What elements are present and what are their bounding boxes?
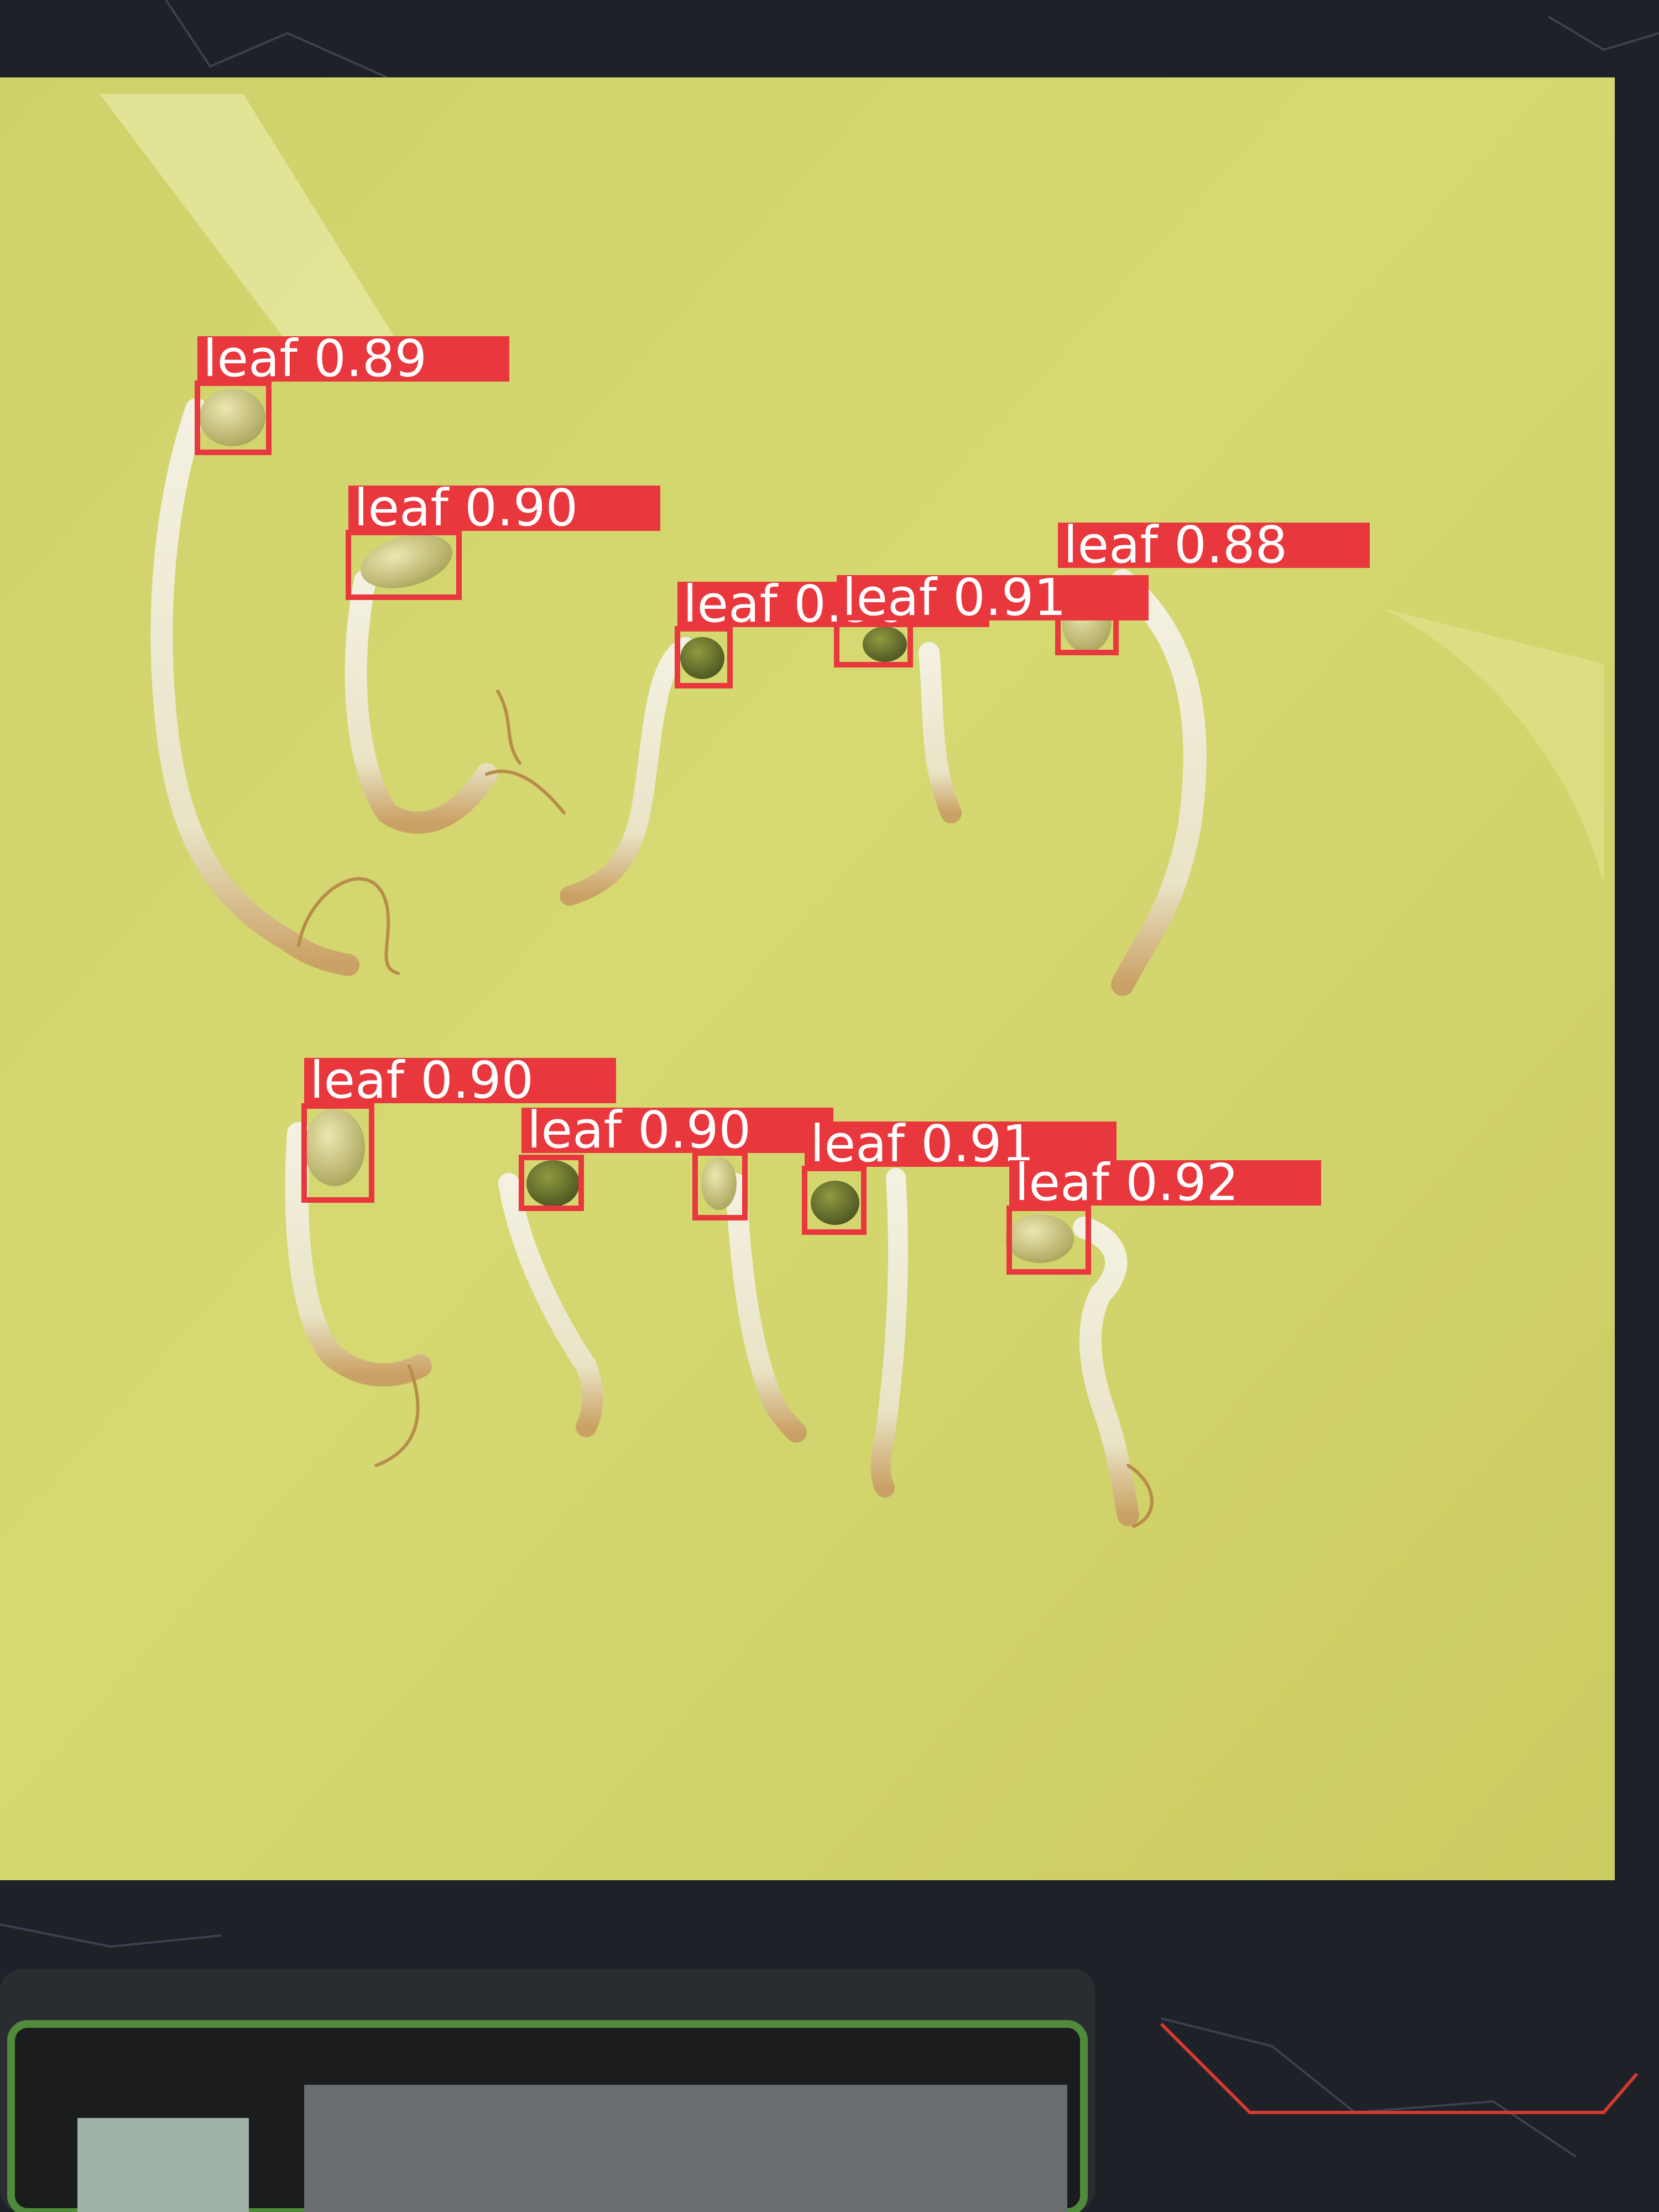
detection-confidence: 0.90	[465, 478, 578, 538]
glare-streak	[100, 94, 398, 343]
detection-box	[692, 1150, 748, 1220]
board-highlight	[1383, 608, 1604, 885]
detection-label: leaf 0.90	[304, 1055, 616, 1106]
detection-label: leaf 0.89	[197, 333, 509, 384]
detection-label: leaf 0.90	[348, 483, 660, 534]
detection-class: leaf	[810, 1114, 905, 1173]
sprout-stem	[560, 637, 696, 906]
sprout-stem	[1073, 1217, 1139, 1526]
seed	[863, 627, 907, 662]
detection-class: leaf	[683, 575, 778, 634]
detection-label: leaf 0.90	[521, 1105, 833, 1156]
detection-confidence: 0.90	[638, 1100, 752, 1160]
detection-box	[195, 380, 272, 455]
seed	[361, 534, 452, 588]
sprout-root	[485, 690, 566, 815]
detection-confidence: 0.91	[953, 568, 1067, 627]
scale-plate	[304, 2085, 1067, 2212]
seed	[1005, 1214, 1074, 1263]
detection-class: leaf	[354, 478, 448, 538]
seed	[811, 1181, 859, 1225]
detection-confidence: 0.90	[420, 1051, 534, 1110]
scale-display	[77, 2118, 249, 2212]
detection-confidence: 0.89	[314, 329, 427, 388]
sprout-stem	[870, 1168, 908, 1498]
detection-class: leaf	[1063, 515, 1158, 575]
sprout-stem	[345, 570, 498, 834]
detection-confidence: 0.92	[1125, 1153, 1239, 1212]
detection-box	[675, 626, 733, 688]
seed	[701, 1157, 737, 1210]
detection-box	[346, 530, 462, 600]
detection-box	[301, 1103, 374, 1203]
sprout-stem	[1111, 569, 1207, 996]
detection-label: leaf 0.91	[805, 1119, 1117, 1170]
detection-label: leaf 0.92	[1009, 1157, 1321, 1208]
detection-class: leaf	[842, 568, 937, 627]
sprout-root	[374, 1364, 420, 1467]
seed	[304, 1109, 365, 1186]
detection-class: leaf	[1015, 1153, 1109, 1212]
mat-red-border-line	[1160, 2022, 1639, 2114]
detection-class: leaf	[203, 329, 298, 388]
seed	[680, 637, 724, 679]
detection-label: leaf 0.91	[837, 572, 1149, 623]
sprout-root	[297, 877, 400, 975]
detection-confidence: 0.88	[1174, 515, 1288, 575]
detection-label: leaf 0.88	[1058, 520, 1370, 571]
detection-class: leaf	[310, 1051, 404, 1110]
sprout-stem	[285, 1122, 432, 1387]
detection-box	[1006, 1206, 1091, 1275]
sprouts-top-row	[150, 398, 1207, 996]
detection-box	[802, 1166, 867, 1235]
detection-class: leaf	[527, 1100, 622, 1160]
sprout-stem	[725, 1173, 807, 1443]
seed	[199, 389, 265, 446]
seed	[526, 1160, 580, 1207]
sprouts-bottom-row	[285, 1122, 1154, 1528]
sprout-stem	[498, 1173, 603, 1437]
sprout-stem	[919, 642, 962, 823]
sprout-root	[1126, 1464, 1154, 1528]
detection-box	[519, 1155, 584, 1211]
sprout-stem	[150, 398, 359, 976]
